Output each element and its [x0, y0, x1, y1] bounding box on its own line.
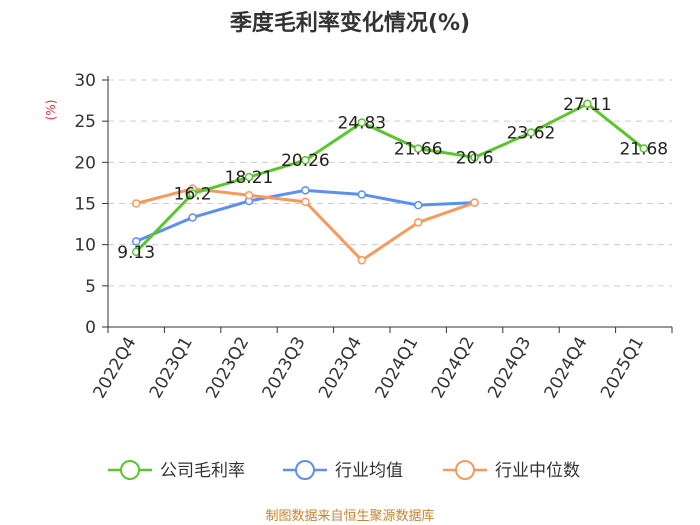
data-point: [471, 199, 478, 206]
x-tick-label: 2023Q4: [315, 334, 366, 402]
data-label: 16.2: [174, 185, 212, 205]
x-tick-label: 2025Q1: [597, 334, 648, 402]
x-tick-label: 2023Q3: [259, 334, 310, 402]
data-label: 21.66: [394, 140, 443, 160]
data-point: [246, 192, 253, 199]
data-point: [302, 187, 309, 194]
data-label: 21.68: [619, 140, 668, 160]
legend-label: 公司毛利率: [160, 461, 245, 481]
data-label: 23.62: [507, 124, 556, 144]
data-point: [358, 191, 365, 198]
x-tick-label: 2024Q1: [371, 334, 422, 402]
data-label: 24.83: [337, 114, 386, 134]
data-labels: 9.13 16.2 18.21 20.26 24.83 21.66 20.6 23.62 27.…: [117, 95, 668, 263]
x-tick-label: 2024Q4: [541, 334, 592, 402]
y-axis-unit: (%): [44, 100, 58, 121]
legend-label: 行业中位数: [495, 461, 580, 481]
chart-title: 季度毛利率变化情况(%): [230, 10, 470, 36]
x-tick-label: 2024Q2: [428, 333, 479, 401]
series-line: [136, 104, 644, 252]
data-label: 18.21: [225, 168, 274, 188]
y-tick-label: 0: [85, 318, 96, 338]
data-point: [358, 257, 365, 264]
data-point: [415, 202, 422, 209]
y-tick-label: 15: [74, 195, 96, 215]
y-tick-label: 25: [74, 112, 96, 132]
data-point: [189, 214, 196, 221]
legend-label: 行业均值: [335, 461, 403, 481]
data-label: 9.13: [117, 243, 155, 263]
y-tick-label: 10: [74, 236, 96, 256]
legend-item-2: 行业中位数: [443, 461, 580, 481]
legend-marker: [296, 461, 314, 479]
data-point: [133, 200, 140, 207]
data-label: 20.26: [281, 151, 330, 171]
data-point: [302, 198, 309, 205]
y-tick-label: 20: [74, 153, 96, 173]
legend-marker: [456, 461, 474, 479]
y-tick-label: 5: [85, 277, 96, 297]
legend-item-1: 行业均值: [283, 461, 403, 481]
x-tick-label: 2024Q3: [484, 334, 535, 402]
x-tick-label: 2023Q2: [202, 334, 253, 402]
data-label: 27.11: [563, 95, 612, 115]
x-tick-label: 2023Q1: [146, 334, 197, 402]
data-point: [415, 219, 422, 226]
data-label: 20.6: [456, 148, 494, 168]
legend-item-0: 公司毛利率: [108, 461, 245, 481]
series-layer: [133, 100, 648, 264]
legend: 公司毛利率 行业均值 行业中位数: [108, 461, 580, 481]
y-tick-label: 30: [74, 71, 96, 91]
series-0: [133, 100, 648, 255]
footer-source: 制图数据来自恒生聚源数据库: [265, 508, 434, 524]
x-tick-label: 2022Q4: [89, 334, 140, 402]
legend-marker: [121, 461, 139, 479]
